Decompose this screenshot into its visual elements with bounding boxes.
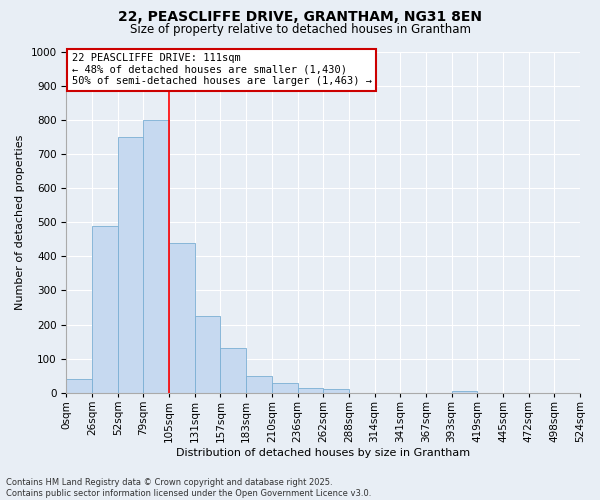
Bar xyxy=(246,376,272,393)
Bar xyxy=(452,391,477,393)
Bar xyxy=(92,226,118,393)
Bar xyxy=(169,242,195,393)
Bar xyxy=(118,137,143,393)
Bar xyxy=(143,120,169,393)
X-axis label: Distribution of detached houses by size in Grantham: Distribution of detached houses by size … xyxy=(176,448,470,458)
Bar xyxy=(220,348,246,393)
Bar xyxy=(298,388,323,393)
Bar xyxy=(323,390,349,393)
Bar xyxy=(67,379,92,393)
Text: Size of property relative to detached houses in Grantham: Size of property relative to detached ho… xyxy=(130,22,470,36)
Text: Contains HM Land Registry data © Crown copyright and database right 2025.
Contai: Contains HM Land Registry data © Crown c… xyxy=(6,478,371,498)
Bar xyxy=(272,382,298,393)
Text: 22, PEASCLIFFE DRIVE, GRANTHAM, NG31 8EN: 22, PEASCLIFFE DRIVE, GRANTHAM, NG31 8EN xyxy=(118,10,482,24)
Y-axis label: Number of detached properties: Number of detached properties xyxy=(15,134,25,310)
Text: 22 PEASCLIFFE DRIVE: 111sqm
← 48% of detached houses are smaller (1,430)
50% of : 22 PEASCLIFFE DRIVE: 111sqm ← 48% of det… xyxy=(71,53,371,86)
Bar xyxy=(195,316,220,393)
